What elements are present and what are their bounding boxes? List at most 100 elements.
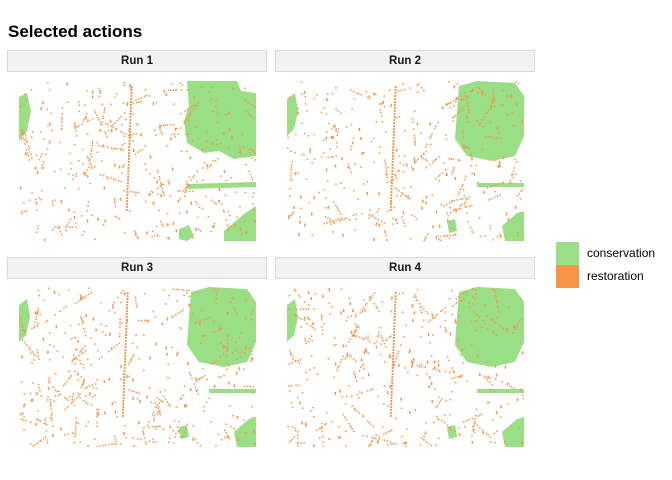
restoration-cell (383, 403, 385, 405)
restoration-cell (24, 98, 27, 101)
restoration-cell (335, 204, 337, 207)
restoration-cell (96, 413, 98, 416)
restoration-cell (394, 301, 397, 303)
restoration-cell (186, 210, 188, 214)
restoration-cell (291, 438, 294, 440)
restoration-cell (347, 316, 349, 318)
restoration-cell (489, 377, 492, 379)
restoration-cell (516, 398, 519, 402)
restoration-cell (454, 321, 457, 323)
restoration-cell (384, 339, 387, 342)
restoration-cell (300, 318, 302, 320)
restoration-cell (211, 142, 214, 146)
restoration-cell (354, 407, 356, 411)
restoration-cell (187, 133, 189, 135)
restoration-cell (429, 137, 431, 139)
restoration-cell (160, 124, 162, 127)
restoration-cell (313, 308, 316, 310)
restoration-cell (200, 230, 202, 232)
restoration-cell (62, 356, 64, 358)
restoration-cell (500, 234, 502, 238)
restoration-cell (165, 346, 167, 350)
restoration-cell (227, 334, 229, 336)
restoration-cell (41, 189, 43, 192)
restoration-cell (361, 337, 364, 340)
restoration-cell (382, 100, 384, 104)
restoration-cell (75, 130, 77, 132)
restoration-cell (239, 227, 242, 231)
restoration-cell (391, 161, 394, 163)
restoration-cell (152, 413, 154, 416)
restoration-cell (400, 192, 403, 194)
restoration-cell (370, 389, 372, 391)
restoration-cell (120, 292, 122, 294)
restoration-cell (172, 430, 174, 432)
restoration-cell (494, 291, 496, 293)
restoration-cell (186, 183, 188, 185)
restoration-cell (184, 133, 187, 135)
restoration-cell (358, 397, 360, 399)
restoration-cell (86, 210, 88, 212)
restoration-cell (335, 343, 337, 346)
restoration-cell (21, 326, 24, 328)
restoration-cell (90, 337, 92, 339)
restoration-cell (73, 399, 76, 401)
restoration-cell (514, 328, 516, 331)
restoration-cell (437, 121, 439, 124)
restoration-cell (48, 381, 50, 384)
restoration-cell (160, 183, 163, 186)
restoration-cell (316, 429, 318, 431)
restoration-cell (29, 352, 32, 354)
restoration-cell (24, 132, 26, 135)
restoration-cell (70, 168, 72, 170)
restoration-cell (195, 389, 198, 393)
restoration-cell (124, 343, 127, 345)
restoration-cell (392, 137, 395, 139)
restoration-cell (476, 120, 479, 122)
restoration-cell (334, 362, 337, 366)
restoration-cell (402, 211, 405, 215)
restoration-cell (61, 121, 63, 123)
restoration-cell (482, 431, 485, 435)
restoration-cell (504, 365, 507, 369)
restoration-cell (65, 305, 67, 308)
restoration-cell (186, 289, 188, 291)
restoration-cell (74, 370, 76, 372)
restoration-cell (102, 174, 105, 177)
restoration-cell (461, 348, 463, 352)
restoration-cell (176, 352, 178, 356)
restoration-cell (60, 233, 63, 236)
restoration-cell (213, 384, 216, 388)
restoration-cell (130, 89, 133, 91)
restoration-cell (101, 121, 104, 123)
restoration-cell (193, 322, 196, 324)
restoration-cell (197, 102, 199, 104)
restoration-cell (172, 288, 174, 290)
restoration-cell (432, 368, 434, 370)
restoration-cell (19, 186, 22, 190)
restoration-cell (102, 117, 104, 120)
restoration-cell (506, 391, 508, 393)
restoration-cell (414, 215, 416, 217)
restoration-cell (439, 174, 441, 176)
restoration-cell (135, 391, 138, 394)
restoration-cell (342, 233, 344, 237)
restoration-cell (125, 322, 128, 324)
restoration-cell (216, 143, 218, 146)
restoration-cell (412, 168, 414, 171)
restoration-cell (200, 377, 202, 379)
restoration-cell (385, 170, 388, 172)
restoration-cell (94, 112, 97, 114)
restoration-cell (124, 340, 127, 342)
restoration-cell (184, 120, 187, 122)
restoration-cell (73, 358, 75, 360)
restoration-cell (80, 376, 82, 378)
restoration-cell (346, 217, 348, 219)
restoration-cell (86, 169, 88, 171)
restoration-cell (434, 388, 436, 390)
restoration-cell (21, 129, 23, 131)
restoration-cell (188, 289, 191, 292)
restoration-cell (492, 239, 495, 241)
restoration-cell (514, 158, 516, 160)
restoration-cell (354, 331, 357, 333)
